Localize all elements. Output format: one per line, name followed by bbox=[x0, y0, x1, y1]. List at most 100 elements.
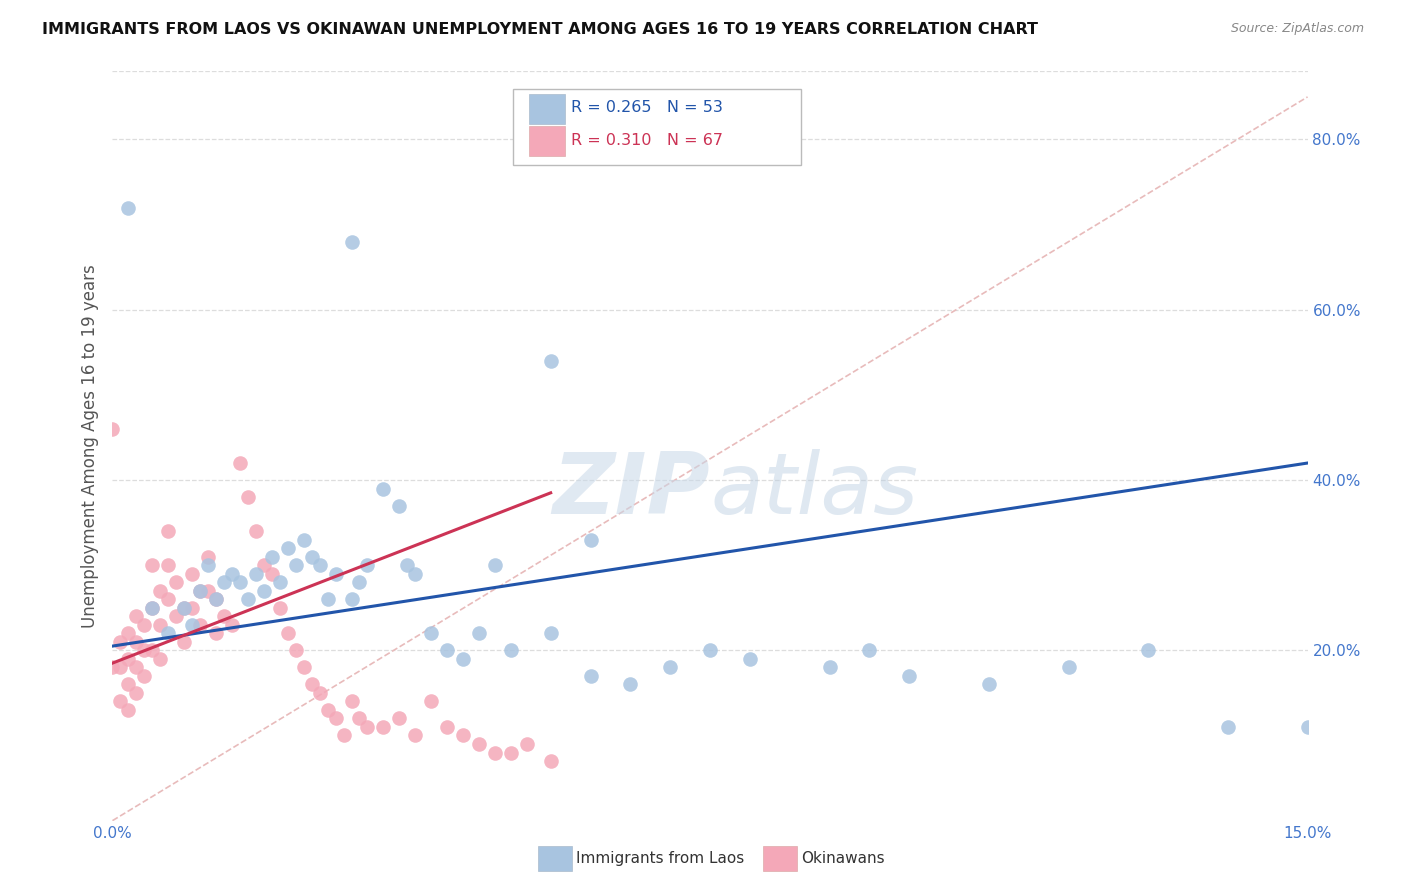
Point bbox=[898, 669, 921, 683]
Point bbox=[1057, 660, 1080, 674]
Point bbox=[308, 686, 330, 700]
Point bbox=[277, 541, 299, 556]
Point bbox=[499, 746, 522, 760]
Point bbox=[373, 720, 395, 734]
Point bbox=[436, 643, 458, 657]
Point bbox=[205, 592, 228, 607]
Point bbox=[388, 499, 411, 513]
Point bbox=[308, 558, 330, 573]
Point bbox=[157, 592, 180, 607]
Point bbox=[260, 566, 283, 581]
Text: IMMIGRANTS FROM LAOS VS OKINAWAN UNEMPLOYMENT AMONG AGES 16 TO 19 YEARS CORRELAT: IMMIGRANTS FROM LAOS VS OKINAWAN UNEMPLO… bbox=[42, 22, 1038, 37]
Point bbox=[1296, 720, 1319, 734]
Point bbox=[188, 617, 211, 632]
Point bbox=[292, 533, 315, 547]
Point bbox=[110, 660, 132, 674]
Point bbox=[117, 677, 139, 691]
Point bbox=[101, 422, 124, 436]
Point bbox=[316, 703, 339, 717]
Point bbox=[173, 600, 195, 615]
Point bbox=[420, 626, 443, 640]
Point bbox=[165, 575, 187, 590]
Point bbox=[436, 720, 458, 734]
Point bbox=[499, 643, 522, 657]
Point bbox=[340, 592, 363, 607]
Point bbox=[316, 592, 339, 607]
Point bbox=[404, 566, 426, 581]
Point bbox=[157, 626, 180, 640]
Point bbox=[173, 635, 195, 649]
Point bbox=[212, 575, 235, 590]
Point bbox=[619, 677, 641, 691]
Point bbox=[468, 626, 491, 640]
Point bbox=[340, 235, 363, 249]
Point bbox=[356, 558, 378, 573]
Point bbox=[1137, 643, 1160, 657]
Point bbox=[125, 686, 148, 700]
Point bbox=[117, 652, 139, 666]
Point bbox=[173, 600, 195, 615]
Point bbox=[110, 694, 132, 708]
Point bbox=[738, 652, 761, 666]
Point bbox=[373, 482, 395, 496]
Point bbox=[149, 583, 172, 598]
Point bbox=[253, 583, 276, 598]
Point bbox=[349, 711, 371, 725]
Point bbox=[101, 660, 124, 674]
Text: ZIP: ZIP bbox=[553, 450, 710, 533]
Point bbox=[110, 635, 132, 649]
Point bbox=[404, 729, 426, 743]
Point bbox=[579, 533, 602, 547]
Point bbox=[149, 617, 172, 632]
Point bbox=[141, 558, 163, 573]
Point bbox=[484, 558, 506, 573]
Point bbox=[284, 643, 307, 657]
Point bbox=[699, 643, 721, 657]
Text: R = 0.265   N = 53: R = 0.265 N = 53 bbox=[571, 101, 723, 115]
Point bbox=[236, 490, 259, 504]
Point bbox=[420, 694, 443, 708]
Text: Immigrants from Laos: Immigrants from Laos bbox=[576, 851, 745, 865]
Point bbox=[977, 677, 1000, 691]
Point bbox=[349, 575, 371, 590]
Point bbox=[134, 643, 156, 657]
Point bbox=[579, 669, 602, 683]
Text: Okinawans: Okinawans bbox=[801, 851, 884, 865]
Point bbox=[301, 549, 323, 564]
Point bbox=[157, 558, 180, 573]
Point bbox=[484, 746, 506, 760]
Point bbox=[188, 583, 211, 598]
Point bbox=[245, 566, 267, 581]
Point bbox=[269, 575, 291, 590]
Point bbox=[197, 583, 219, 598]
Point bbox=[141, 600, 163, 615]
Point bbox=[540, 626, 562, 640]
Point bbox=[165, 609, 187, 624]
Point bbox=[236, 592, 259, 607]
Point bbox=[125, 635, 148, 649]
Point bbox=[356, 720, 378, 734]
Point bbox=[388, 711, 411, 725]
Point bbox=[818, 660, 841, 674]
Point bbox=[1216, 720, 1239, 734]
Point bbox=[197, 549, 219, 564]
Text: R = 0.310   N = 67: R = 0.310 N = 67 bbox=[571, 133, 723, 147]
Point bbox=[117, 201, 139, 215]
Point bbox=[229, 456, 252, 470]
Point bbox=[197, 558, 219, 573]
Point bbox=[141, 643, 163, 657]
Point bbox=[125, 609, 148, 624]
Point bbox=[181, 566, 204, 581]
Point bbox=[540, 354, 562, 368]
Point bbox=[125, 660, 148, 674]
Point bbox=[205, 626, 228, 640]
Point bbox=[332, 729, 354, 743]
Point bbox=[181, 600, 204, 615]
Point bbox=[451, 652, 474, 666]
Point bbox=[221, 566, 243, 581]
Point bbox=[325, 566, 347, 581]
Point bbox=[301, 677, 323, 691]
Point bbox=[516, 737, 538, 751]
Point bbox=[205, 592, 228, 607]
Text: Source: ZipAtlas.com: Source: ZipAtlas.com bbox=[1230, 22, 1364, 36]
